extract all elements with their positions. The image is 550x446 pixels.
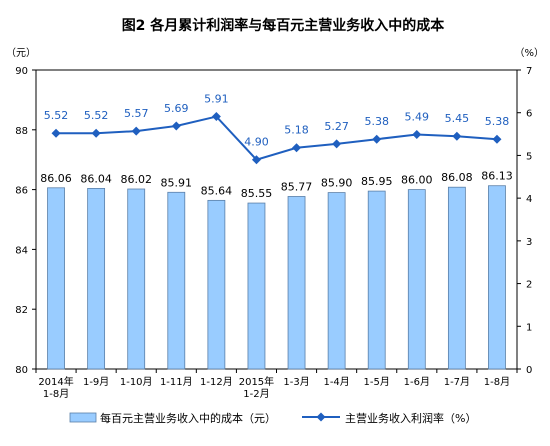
right-axis-unit: （%） (514, 47, 544, 59)
bar-series: 86.06 86.04 86.02 85.91 85.64 85.55 85.77 85.90… (40, 170, 513, 370)
legend-bar-swatch (69, 412, 97, 423)
right-axis-tick-label: 6 (526, 109, 532, 120)
line-point (251, 155, 261, 165)
bar (47, 187, 65, 370)
line-point (412, 129, 422, 139)
bar-data-label: 85.95 (361, 175, 393, 188)
line-data-label: 5.91 (204, 93, 229, 106)
line-path (56, 115, 498, 161)
left-axis-tick-label: 80 (15, 365, 28, 376)
line-point (332, 139, 342, 149)
bar (87, 188, 106, 370)
line-data-label: 5.38 (485, 115, 510, 128)
x-axis-category-label: 1-6月 (404, 376, 430, 388)
x-axis-category-label: 1-12月 (200, 376, 233, 388)
legend-bar-label: 每百元主营业务收入中的成本（元） (100, 411, 276, 425)
bar (407, 189, 426, 370)
x-axis-category-label: 1-10月 (120, 376, 153, 388)
legend-line-label: 主营业务收入利润率（%） (345, 411, 476, 425)
x-axis-category-label: 2014年 (38, 375, 73, 388)
bar (488, 185, 506, 370)
bar (447, 186, 466, 370)
left-axis-tick-label: 86 (15, 186, 28, 197)
line-data-label: 5.69 (164, 102, 189, 115)
x-axis-category-label: 1-4月 (323, 376, 349, 388)
bar-data-label: 85.55 (241, 187, 273, 200)
bar-data-label: 86.13 (481, 170, 513, 183)
line-point (171, 121, 181, 131)
bar-data-label: 85.64 (201, 184, 233, 197)
bar-data-label: 86.08 (441, 171, 473, 184)
bar-data-label: 85.91 (161, 176, 193, 189)
line-point (91, 128, 101, 138)
x-axis-category-label: 2015年 (239, 375, 274, 388)
x-axis-category-label: 1-7月 (444, 376, 470, 388)
line-data-label: 5.45 (445, 112, 470, 125)
bar (167, 191, 186, 370)
bar (287, 196, 306, 370)
bar (127, 188, 146, 370)
bar-data-label: 86.06 (40, 172, 72, 185)
line-data-label: 5.52 (84, 109, 109, 122)
right-axis-tick-label: 4 (526, 194, 532, 205)
legend: 每百元主营业务收入中的成本（元） 主营业务收入利润率（%） (69, 411, 476, 425)
line-point (492, 134, 502, 144)
line-data-label: 5.52 (44, 109, 69, 122)
line-point (292, 143, 302, 153)
line-data-label: 4.90 (244, 136, 269, 149)
right-axis-tick-label: 0 (526, 365, 532, 376)
x-axis-category-label: 1-8月 (43, 388, 69, 400)
x-axis-category-label: 1-2月 (243, 388, 269, 400)
line-data-label: 5.38 (364, 115, 389, 128)
right-axis-tick-label: 3 (526, 237, 532, 248)
line-data-label: 5.57 (124, 107, 149, 120)
line-point (372, 134, 382, 144)
bar-data-label: 86.02 (120, 173, 152, 186)
line-data-label: 5.49 (405, 110, 430, 123)
bar (207, 199, 226, 370)
line-point (131, 126, 141, 136)
right-axis-tick-label: 7 (526, 66, 532, 77)
line-series: 5.52 5.52 5.57 5.69 5.91 4.90 5.18 5.27 5.38 5.49… (44, 93, 509, 165)
line-point (211, 112, 221, 122)
x-axis-category-label: 1-3月 (283, 376, 309, 388)
left-axis-tick-label: 82 (15, 305, 28, 316)
right-axis-tick-label: 2 (526, 280, 532, 291)
bar (327, 192, 346, 370)
right-axis-tick-label: 5 (526, 151, 532, 162)
line-data-label: 5.18 (284, 124, 309, 137)
line-data-label: 5.27 (324, 120, 349, 133)
x-axis-category-label: 1-8月 (484, 376, 510, 388)
bar-data-label: 85.77 (281, 180, 313, 193)
bar (367, 190, 386, 370)
chart-title: 图2 各月累计利润率与每百元主营业务收入中的成本 (122, 17, 446, 34)
left-axis-tick-label: 90 (15, 66, 28, 77)
line-point (51, 128, 61, 138)
x-axis-category-label: 1-5月 (364, 376, 390, 388)
left-axis-unit: （元） (6, 47, 36, 59)
bar (247, 202, 266, 370)
bar-data-label: 86.00 (401, 174, 433, 187)
left-axis-tick-label: 84 (15, 245, 28, 256)
line-point (452, 131, 462, 141)
x-axis-category-label: 1-9月 (83, 376, 109, 388)
bar-data-label: 86.04 (80, 172, 112, 185)
legend-line-marker (316, 412, 326, 422)
right-axis-tick-label: 1 (526, 322, 532, 333)
x-axis-category-label: 1-11月 (160, 376, 193, 388)
bar-data-label: 85.90 (321, 177, 353, 190)
left-axis-tick-label: 88 (15, 126, 28, 137)
